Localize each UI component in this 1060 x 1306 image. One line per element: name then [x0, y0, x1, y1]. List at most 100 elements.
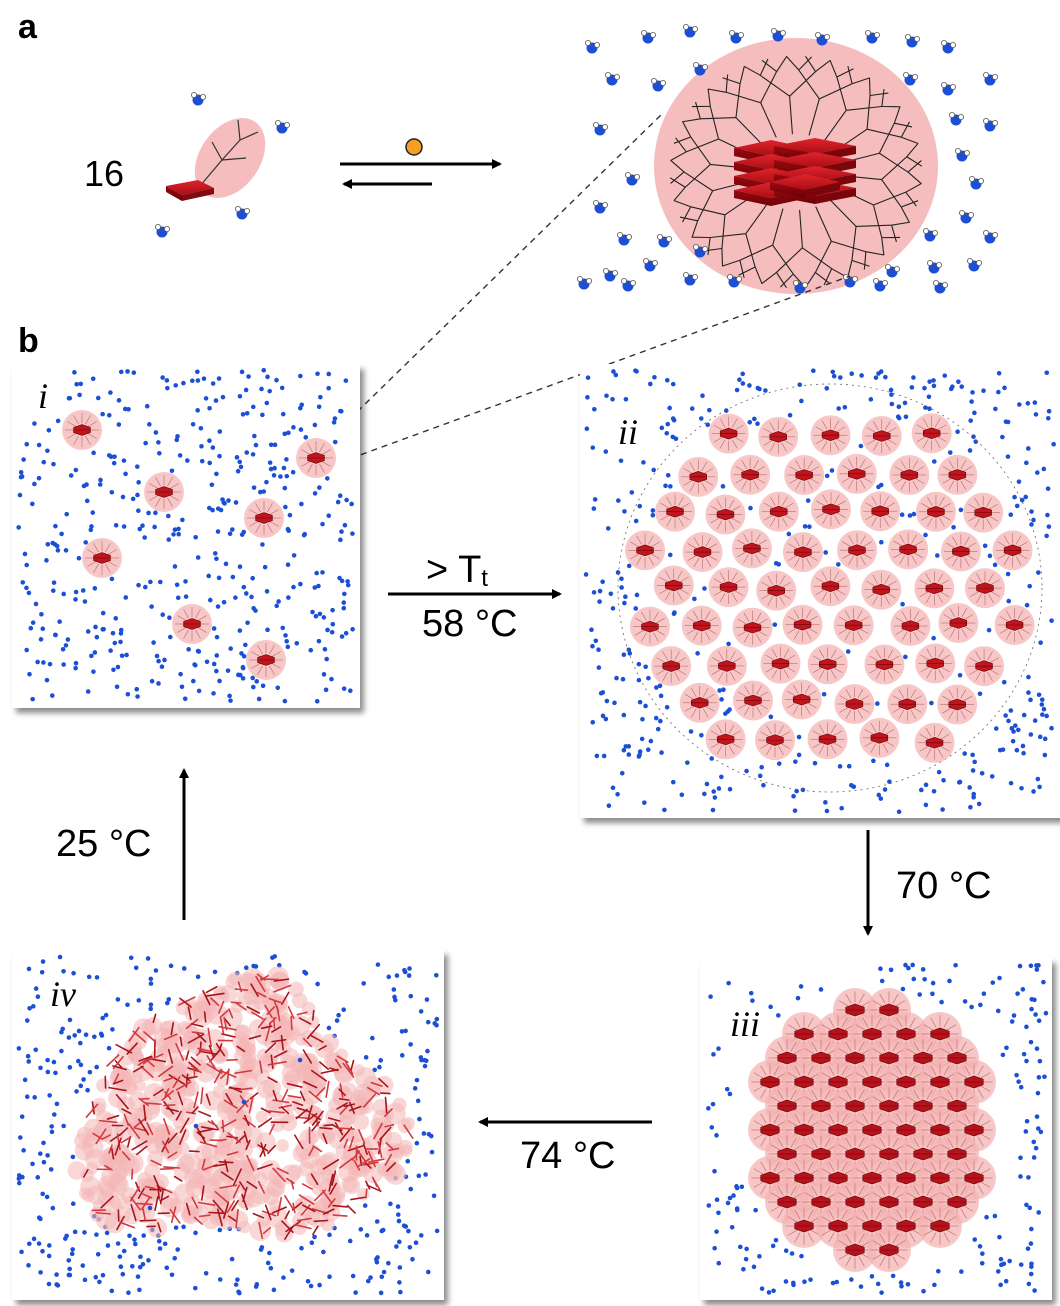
water-molecule-icon	[657, 233, 673, 248]
water-molecule-icon	[577, 275, 593, 290]
water-molecule-icon	[234, 205, 250, 220]
water-molecule-icon	[983, 229, 999, 244]
aggregate-icon	[915, 491, 956, 532]
aggregate-icon	[867, 1228, 911, 1272]
aggregate-icon	[782, 532, 823, 573]
aggregate-icon	[244, 498, 284, 538]
aggregate-icon	[833, 1228, 877, 1272]
stage-iii-box: iii	[700, 958, 1052, 1300]
aggregate-icon	[859, 717, 900, 758]
aggregate-icon	[758, 416, 799, 457]
aggregate-icon	[705, 494, 746, 535]
water-molecule-icon	[585, 40, 601, 54]
zoom-line-upper	[317, 111, 665, 451]
water-molecule-icon	[941, 40, 957, 54]
aggregate-icon	[887, 684, 928, 725]
water-molecule-icon	[693, 243, 709, 258]
stage-i-label: i	[38, 376, 48, 416]
aggregate-icon	[810, 415, 851, 456]
aggregate-icon	[682, 532, 723, 573]
equilibrium-arrows	[340, 138, 502, 189]
water-molecule-icon	[959, 209, 975, 224]
aggregate-icon	[782, 1204, 826, 1248]
aggregate-icon	[172, 604, 212, 644]
stage-iv-box: iv	[12, 950, 444, 1300]
temp-74: 74 °C	[520, 1135, 615, 1177]
aggregate-icon	[705, 719, 746, 760]
aggregate-icon	[678, 456, 719, 497]
water-molecule-icon	[274, 120, 290, 134]
water-molecule-icon	[683, 23, 699, 38]
aggregate-icon	[864, 644, 905, 685]
water-molecule-icon	[693, 62, 709, 76]
aggregate-icon	[937, 454, 978, 495]
aggregate-icon	[807, 644, 848, 685]
aggregate-icon	[911, 413, 952, 454]
aggregate-icon	[861, 416, 902, 457]
water-molecule-icon	[729, 29, 745, 44]
water-molecule-icon	[865, 29, 881, 44]
aggregate-icon	[730, 454, 771, 495]
water-molecule-icon	[621, 277, 637, 292]
stage-iv-label: iv	[50, 974, 76, 1014]
water-molecule-icon	[603, 267, 619, 282]
aggregate-icon	[681, 605, 722, 646]
aggregate-icon	[888, 529, 929, 570]
aggregate-icon	[918, 1204, 962, 1248]
water-molecules-closeup	[154, 23, 999, 294]
aggregate-icon	[837, 530, 878, 571]
water-molecule-icon	[969, 175, 985, 190]
water-molecule-icon	[625, 171, 641, 186]
aggregate-icon	[889, 454, 930, 495]
aggregate-icon	[731, 528, 772, 569]
water-molecule-icon	[771, 27, 787, 42]
transition-label: > Tt	[426, 549, 488, 592]
water-molecule-icon	[983, 72, 999, 86]
aggregate-icon	[708, 413, 749, 454]
aggregate-icon	[296, 438, 336, 478]
temp-70: 70 °C	[896, 865, 991, 907]
water-molecule-icon	[949, 112, 965, 126]
aggregate-icon	[992, 530, 1033, 571]
water-molecule-icon	[651, 78, 667, 92]
water-molecule-icon	[927, 259, 943, 274]
water-molecule-icon	[643, 257, 659, 272]
water-molecule-icon	[815, 32, 831, 46]
aggregate-icon	[860, 491, 901, 532]
aggregate-icon	[679, 682, 720, 723]
aggregate-icon	[914, 722, 955, 763]
transition-subscript: t	[481, 565, 488, 592]
stage-i-box: i	[12, 364, 360, 708]
aggregate-closeup	[654, 38, 938, 294]
water-molecule-icon	[983, 118, 999, 132]
aggregate-icon	[784, 455, 825, 496]
stage-iii-label: iii	[730, 1004, 760, 1044]
aggregate-icon	[706, 645, 747, 686]
water-molecule-icon	[727, 273, 743, 288]
aggregate-icon	[810, 566, 851, 607]
aggregate-icon	[940, 531, 981, 572]
panel-label-a: a	[18, 8, 38, 46]
water-molecule-icon	[941, 82, 957, 96]
aggregate-icon	[914, 568, 955, 609]
water-molecule-icon	[903, 72, 919, 86]
water-molecule-icon	[967, 257, 983, 272]
stage-ii-box: ii	[580, 364, 1060, 818]
aggregate-icon	[625, 530, 666, 571]
panel-label-b: b	[18, 322, 39, 360]
monomer-unit	[166, 118, 266, 201]
water-molecule-icon	[593, 122, 609, 136]
water-molecule-icon	[617, 231, 633, 246]
water-molecule-icon	[923, 227, 939, 242]
aggregate-icon	[732, 607, 773, 648]
aggregate-icon	[807, 719, 848, 760]
aggregate-icon	[653, 565, 694, 606]
aggregate-icon	[810, 489, 851, 530]
water-molecule-icon	[905, 34, 921, 48]
water-molecule-icon	[885, 263, 901, 278]
aggregate-icon	[781, 679, 822, 720]
water-molecule-icon	[873, 277, 889, 292]
aggregate-icon	[833, 605, 874, 646]
aggregate-icon	[890, 606, 931, 647]
